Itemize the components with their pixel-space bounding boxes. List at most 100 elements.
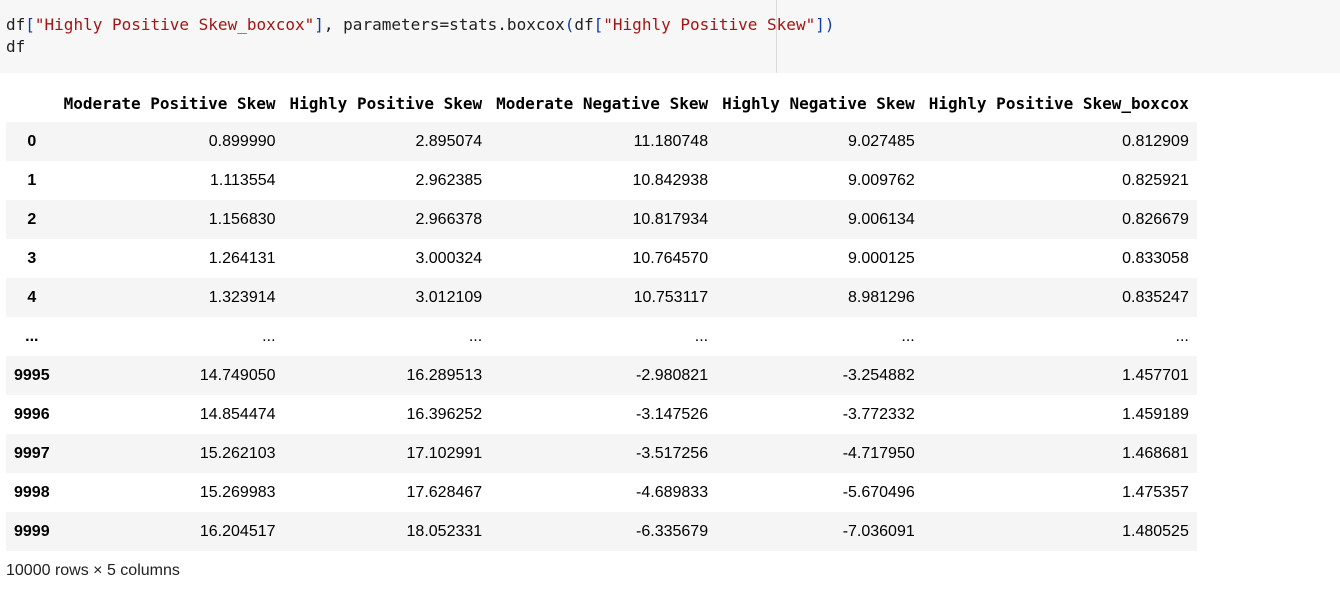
table-cell: 1.113554 — [209, 171, 276, 189]
row-index: 9996 — [14, 405, 50, 423]
table-cell: -5.670496 — [842, 483, 915, 501]
table-row: 0 0.899990 2.895074 11.180748 9.027485 0.8129… — [6, 122, 1197, 161]
row-index: 4 — [27, 288, 37, 306]
code-cell-divider — [776, 0, 777, 73]
table-cell: -2.980821 — [636, 366, 709, 384]
code-token: df — [574, 15, 594, 34]
table-row: 9998 15.269983 17.628467 -4.689833 -5.670496… — [6, 473, 1197, 512]
table-cell: 9.000125 — [848, 249, 915, 267]
table-cell: 1.264131 — [208, 249, 276, 267]
table-cell: ... — [262, 327, 276, 345]
table-row: 4 1.323914 3.012109 10.753117 8.981296 0.8352… — [6, 278, 1197, 317]
table-cell: 1.457701 — [1122, 366, 1189, 384]
table-cell: 2.966378 — [415, 210, 483, 228]
table-row: 1 1.113554 2.962385 10.842938 9.009762 0.8259… — [6, 161, 1197, 200]
dataframe-output: Moderate Positive Skew Highly Positive S… — [6, 84, 1197, 551]
table-cell: -4.717950 — [842, 444, 915, 462]
code-token: ( — [564, 15, 575, 34]
table-cell: 9.027485 — [848, 132, 915, 150]
table-cell: 14.749050 — [199, 366, 276, 384]
column-header: Highly Positive Skew_boxcox — [928, 93, 1189, 113]
row-index: 2 — [27, 210, 37, 228]
table-cell: 8.981296 — [848, 288, 915, 306]
table-cell: 17.628467 — [406, 483, 483, 501]
table-cell: 1.323914 — [208, 288, 276, 306]
code-token: ] — [314, 15, 324, 34]
code-token: [ — [25, 15, 35, 34]
table-cell: 1.475357 — [1122, 483, 1189, 501]
table-row: .................. — [6, 317, 1197, 356]
table-cell: -4.689833 — [636, 483, 709, 501]
table-cell: 3.000324 — [415, 249, 483, 267]
table-cell: ... — [468, 327, 483, 345]
table-cell: 16.289513 — [406, 366, 483, 384]
table-row: 9996 14.854474 16.396252 -3.147526 -3.772332… — [6, 395, 1197, 434]
code-line-2: df — [6, 37, 26, 56]
header-row: Moderate Positive Skew Highly Positive S… — [6, 84, 1197, 122]
column-header: Highly Negative Skew — [722, 93, 915, 113]
table-cell: 0.835247 — [1122, 288, 1189, 306]
table-row: 3 1.264131 3.000324 10.764570 9.000125 0.8330… — [6, 239, 1197, 278]
index-header — [6, 84, 58, 122]
table-cell: -6.335679 — [636, 522, 709, 540]
table-row: 2 1.156830 2.966378 10.817934 9.006134 0.8266… — [6, 200, 1197, 239]
table-cell: 0.825921 — [1122, 171, 1189, 189]
table-cell: 10.817934 — [632, 210, 709, 228]
table-cell: 16.204517 — [199, 522, 276, 540]
row-index: 9995 — [14, 366, 50, 384]
table-cell: 1.156830 — [208, 210, 276, 228]
column-header: Moderate Positive Skew — [63, 93, 276, 113]
code-token: ] — [815, 15, 825, 34]
table-cell: 9.006134 — [848, 210, 915, 228]
table-cell: 0.833058 — [1122, 249, 1189, 267]
table-cell: 1.480525 — [1122, 522, 1189, 540]
code-token: [ — [593, 15, 604, 34]
dataframe-table: Moderate Positive Skew Highly Positive S… — [6, 84, 1197, 551]
row-index: 9998 — [14, 483, 50, 501]
table-cell: 2.895074 — [415, 132, 483, 150]
table-cell: ... — [694, 327, 709, 345]
row-index: 0 — [27, 132, 37, 150]
table-row: 9997 15.262103 17.102991 -3.517256 -4.717950… — [6, 434, 1197, 473]
table-cell: 10.842938 — [632, 171, 709, 189]
table-cell: 1.459189 — [1122, 405, 1189, 423]
table-cell: -3.254882 — [842, 366, 915, 384]
code-token: ) — [824, 15, 835, 34]
row-index: 3 — [27, 249, 37, 267]
code-token: , parameters=stats.boxcox — [323, 15, 565, 34]
table-cell: 16.396252 — [406, 405, 483, 423]
column-header: Moderate Negative Skew — [496, 93, 709, 113]
table-cell: -3.147526 — [636, 405, 709, 423]
table-row: 9999 16.204517 18.052331 -6.335679 -7.036091… — [6, 512, 1197, 551]
table-cell: -7.036091 — [842, 522, 915, 540]
row-index: 9997 — [14, 444, 50, 462]
dataframe-shape: 10000 rows × 5 columns — [6, 562, 180, 579]
row-index: 1 — [27, 171, 37, 189]
table-cell: 1.468681 — [1122, 444, 1189, 462]
table-cell: 0.899990 — [208, 132, 276, 150]
table-cell: 11.180748 — [633, 132, 709, 150]
table-cell: 15.262103 — [199, 444, 276, 462]
row-index: 9999 — [14, 522, 50, 540]
table-cell: 18.052331 — [406, 522, 483, 540]
code-token: "Highly Positive Skew_boxcox" — [34, 15, 315, 34]
table-cell: ... — [1175, 327, 1189, 345]
table-cell: 0.826679 — [1122, 210, 1189, 228]
table-cell: 17.102991 — [406, 444, 483, 462]
table-cell: ... — [901, 327, 915, 345]
table-cell: 2.962385 — [415, 171, 483, 189]
table-cell: 14.854474 — [199, 405, 276, 423]
table-row: 9995 14.749050 16.289513 -2.980821 -3.254882… — [6, 356, 1197, 395]
table-cell: 3.012109 — [415, 288, 483, 306]
code-line-1: df["Highly Positive Skew_boxcox"], param… — [6, 15, 834, 34]
table-cell: 0.812909 — [1122, 132, 1189, 150]
table-cell: 15.269983 — [199, 483, 276, 501]
column-header: Highly Positive Skew — [289, 93, 483, 113]
code-cell[interactable]: df["Highly Positive Skew_boxcox"], param… — [0, 0, 1340, 73]
table-cell: 9.009762 — [848, 171, 915, 189]
code-token: df — [6, 15, 26, 34]
table-cell: 10.753117 — [633, 288, 709, 306]
code-token: "Highly Positive Skew" — [603, 15, 816, 34]
table-cell: -3.772332 — [842, 405, 915, 423]
row-index: ... — [25, 327, 39, 345]
